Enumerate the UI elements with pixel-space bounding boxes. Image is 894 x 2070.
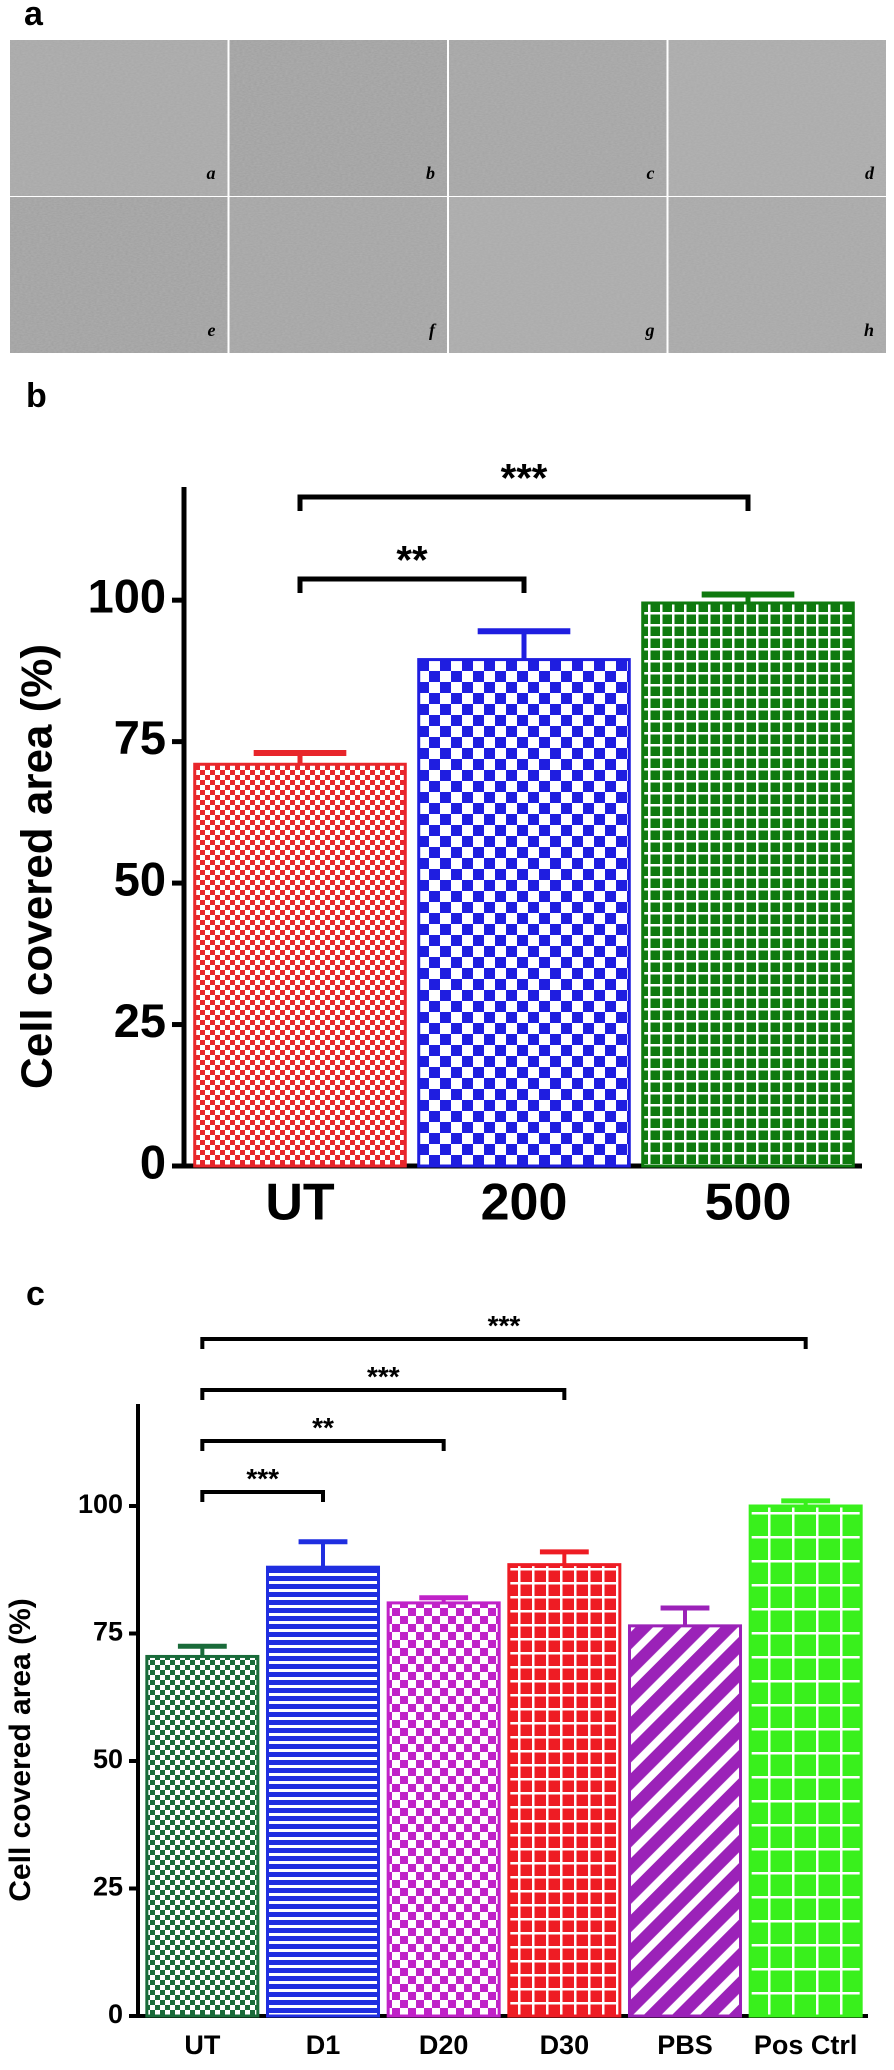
bar <box>386 1601 501 2018</box>
y-tick-label: 50 <box>93 1744 123 1774</box>
bar <box>145 1654 260 2018</box>
bracket-line <box>200 1439 446 1451</box>
micrograph-image <box>10 197 228 353</box>
bracket-line <box>297 494 751 511</box>
y-axis-label: Cell covered area (%) <box>4 1598 37 1901</box>
y-tick-label: 75 <box>93 1617 123 1647</box>
micrograph-label: h <box>864 320 874 340</box>
y-tick-label: 100 <box>78 1489 123 1519</box>
significance-bracket: ** <box>297 539 527 593</box>
significance-label: *** <box>501 457 548 501</box>
micrograph-label: f <box>429 320 437 340</box>
bar <box>417 658 631 1168</box>
y-tick-label: 0 <box>108 1999 123 2029</box>
bar <box>507 1563 622 2018</box>
x-tick-label: D1 <box>306 2030 341 2060</box>
bracket-line <box>200 1388 567 1400</box>
bar <box>265 1565 381 2018</box>
bar <box>193 762 407 1168</box>
bar <box>627 1624 743 2018</box>
panel-label: c <box>26 1275 45 1313</box>
x-tick-label: D20 <box>419 2030 469 2060</box>
micrograph-label: d <box>865 163 875 183</box>
y-tick-label: 75 <box>114 711 166 764</box>
micrograph-label: a <box>207 163 216 183</box>
x-tick-label: D30 <box>540 2030 590 2060</box>
micrograph-image <box>229 197 447 353</box>
y-tick-label: 25 <box>93 1872 123 1902</box>
significance-label: *** <box>367 1361 400 1392</box>
micrograph-image <box>449 40 667 196</box>
panel-label: b <box>26 377 47 415</box>
x-tick-label: PBS <box>657 2030 713 2060</box>
significance-label: ** <box>396 539 428 583</box>
significance-bracket: *** <box>200 1310 808 1349</box>
micrograph: e <box>10 197 228 353</box>
x-tick-label: 500 <box>705 1174 792 1232</box>
significance-bracket: ** <box>200 1412 446 1451</box>
significance-label: *** <box>488 1310 521 1341</box>
micrograph: a <box>10 40 228 196</box>
y-axis-label: Cell covered area (%) <box>13 644 62 1089</box>
y-tick-label: 50 <box>114 853 166 906</box>
x-tick-label: 200 <box>481 1174 568 1232</box>
micrograph-label: g <box>645 320 655 340</box>
bracket-line <box>297 576 527 593</box>
significance-bracket: *** <box>200 1463 325 1502</box>
panel-label: a <box>24 0 44 33</box>
micrograph-image <box>668 40 886 196</box>
micrograph-label: c <box>647 163 655 183</box>
bar <box>748 1504 863 2018</box>
x-tick-label: UT <box>265 1174 335 1232</box>
micrograph-image <box>10 40 228 196</box>
micrograph-image <box>449 197 667 353</box>
micrograph: c <box>449 40 667 196</box>
y-tick-label: 100 <box>88 570 166 623</box>
significance-label: ** <box>312 1412 334 1443</box>
x-tick-label: Pos Ctrl <box>754 2030 858 2060</box>
micrograph: f <box>229 197 447 353</box>
micrograph-image <box>668 197 886 353</box>
bracket-line <box>200 1490 325 1502</box>
micrograph: h <box>668 197 886 353</box>
micrograph-image <box>229 40 447 196</box>
micrograph-label: b <box>426 163 435 183</box>
x-tick-label: UT <box>184 2030 220 2060</box>
micrograph: g <box>449 197 667 353</box>
micrograph-label: e <box>208 320 216 340</box>
micrograph: d <box>668 40 886 196</box>
significance-label: *** <box>246 1463 279 1494</box>
significance-bracket: *** <box>297 457 751 511</box>
y-tick-label: 25 <box>114 994 166 1047</box>
significance-bracket: *** <box>200 1361 567 1400</box>
bar <box>641 601 855 1168</box>
micrograph: b <box>229 40 447 196</box>
y-tick-label: 0 <box>140 1135 166 1188</box>
bracket-line <box>200 1337 808 1349</box>
